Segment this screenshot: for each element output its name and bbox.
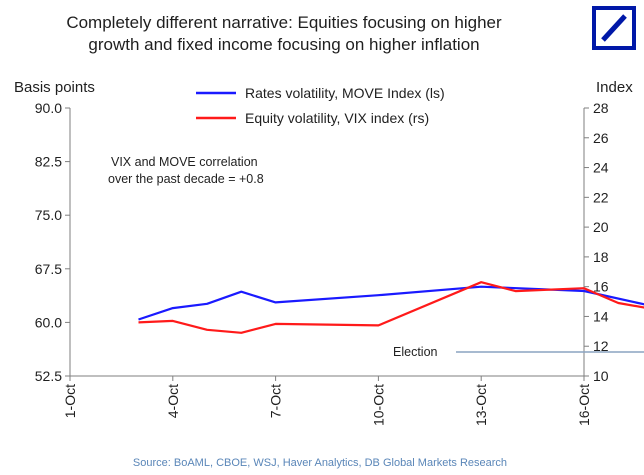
- correlation-note-line-1: VIX and MOVE correlation: [111, 155, 258, 169]
- left-tick-label: 60.0: [35, 314, 62, 330]
- right-tick-label: 20: [593, 219, 609, 235]
- right-tick-label: 28: [593, 100, 609, 116]
- left-tick-label: 90.0: [35, 100, 62, 116]
- legend: Rates volatility, MOVE Index (ls) Equity…: [196, 85, 445, 126]
- source-note: Source: BoAML, CBOE, WSJ, Haver Analytic…: [133, 457, 507, 469]
- left-tick-label: 75.0: [35, 207, 62, 223]
- right-tick-label: 12: [593, 338, 609, 354]
- move-index-line: [138, 285, 644, 321]
- legend-label-vix: Equity volatility, VIX index (rs): [245, 110, 429, 126]
- right-tick-label: 16: [593, 279, 609, 295]
- x-tick-label: 7-Oct: [268, 384, 284, 418]
- right-tick-label: 22: [593, 189, 609, 205]
- right-tick-label: 10: [593, 368, 609, 384]
- deutsche-bank-logo: [592, 6, 636, 50]
- right-axis-label: Index: [596, 79, 633, 96]
- x-tick-label: 10-Oct: [370, 384, 386, 426]
- left-tick-label: 82.5: [35, 154, 62, 170]
- left-axis-label: Basis points: [14, 79, 95, 96]
- right-tick-label: 24: [593, 160, 609, 176]
- election-label: Election: [393, 345, 438, 359]
- vix-index-line: [138, 281, 644, 334]
- right-tick-label: 26: [593, 130, 609, 146]
- left-tick-label: 67.5: [35, 261, 62, 277]
- left-tick-label: 52.5: [35, 368, 62, 384]
- correlation-note-line-2: over the past decade = +0.8: [108, 172, 264, 186]
- chart-title-line-2: growth and fixed income focusing on high…: [88, 35, 479, 54]
- legend-label-move: Rates volatility, MOVE Index (ls): [245, 85, 445, 101]
- left-axis-ticks: 52.5 60.0 67.5 75.0 82.5 90.0: [35, 100, 70, 384]
- x-axis-ticks: 1-Oct4-Oct7-Oct10-Oct13-Oct16-Oct19-Oct2…: [62, 376, 592, 426]
- right-tick-label: 14: [593, 308, 609, 324]
- x-tick-label: 4-Oct: [165, 384, 181, 418]
- x-tick-label: 1-Oct: [62, 384, 78, 418]
- x-tick-label: 16-Oct: [576, 384, 592, 426]
- right-axis-ticks: 10 12 14 16 18 20 22 24 26 28: [584, 100, 609, 384]
- x-tick-label: 13-Oct: [473, 384, 489, 426]
- election-arrow: [456, 351, 644, 353]
- right-tick-label: 18: [593, 249, 609, 265]
- chart-title-line-1: Completely different narrative: Equities…: [66, 13, 502, 32]
